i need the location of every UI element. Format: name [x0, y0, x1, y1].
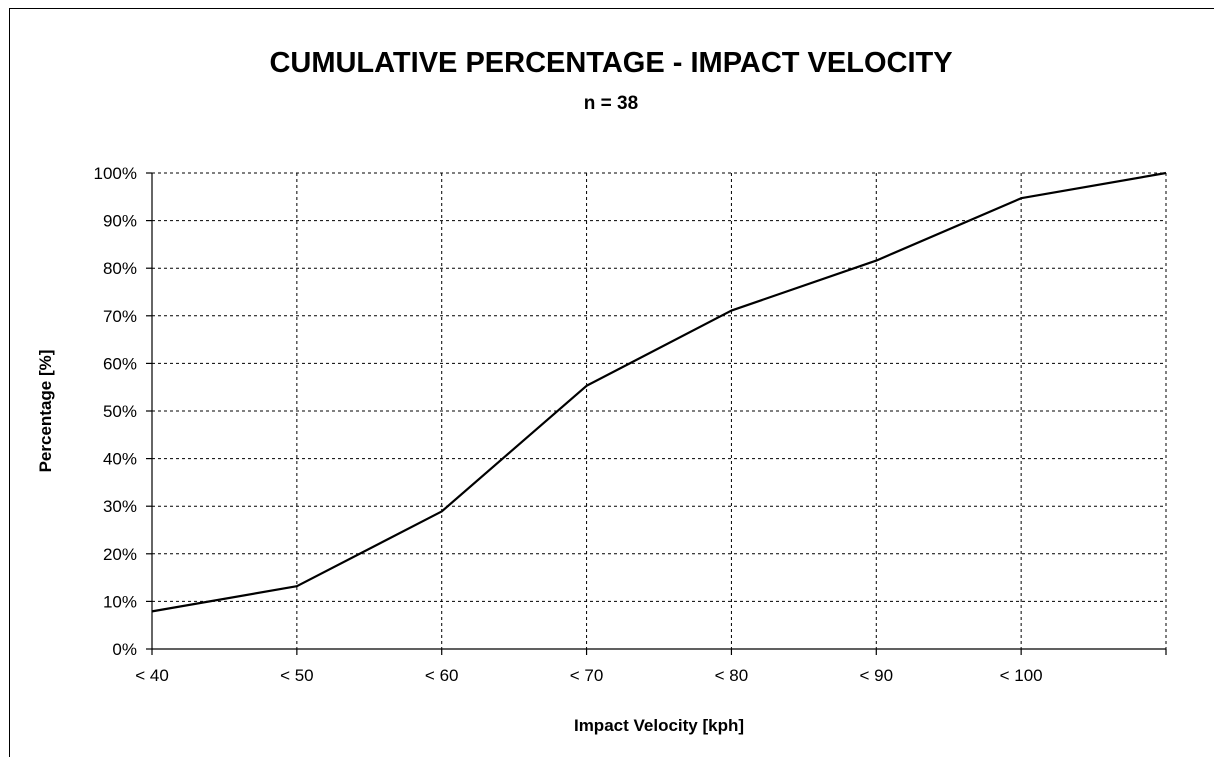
- x-tick-label: < 80: [715, 666, 749, 685]
- y-tick-label: 10%: [103, 592, 137, 611]
- y-tick-label: 90%: [103, 212, 137, 231]
- x-tick-label: < 70: [570, 666, 604, 685]
- y-tick-label: 50%: [103, 402, 137, 421]
- y-tick-label: 80%: [103, 259, 137, 278]
- axes: [146, 172, 1167, 655]
- grid: [152, 172, 1167, 649]
- y-tick-label: 0%: [112, 640, 137, 659]
- y-axis-label: Percentage [%]: [36, 350, 55, 473]
- series-line: [151, 171, 1167, 613]
- y-tick-label: 60%: [103, 354, 137, 373]
- y-tick-label: 20%: [103, 545, 137, 564]
- y-tick-labels: 0% 10% 20% 30% 40% 50% 60% 70% 80% 90% 100%: [94, 164, 137, 659]
- y-tick-label: 40%: [103, 450, 137, 469]
- x-tick-label: < 40: [135, 666, 169, 685]
- chart-frame: [9, 8, 1214, 757]
- series: [151, 171, 1167, 613]
- x-tick-label: < 50: [280, 666, 314, 685]
- y-tick-label: 30%: [103, 497, 137, 516]
- x-tick-label: < 60: [425, 666, 459, 685]
- chart-subtitle: n = 38: [584, 93, 638, 114]
- x-axis-label: Impact Velocity [kph]: [574, 716, 744, 735]
- y-tick-label: 100%: [94, 164, 137, 183]
- x-tick-label: < 90: [860, 666, 894, 685]
- x-tick-label: < 100: [1000, 666, 1043, 685]
- chart-title: CUMULATIVE PERCENTAGE - IMPACT VELOCITY: [269, 47, 952, 79]
- y-tick-label: 70%: [103, 307, 137, 326]
- x-tick-labels: < 40 < 50 < 60 < 70 < 80 < 90 < 100: [135, 666, 1042, 685]
